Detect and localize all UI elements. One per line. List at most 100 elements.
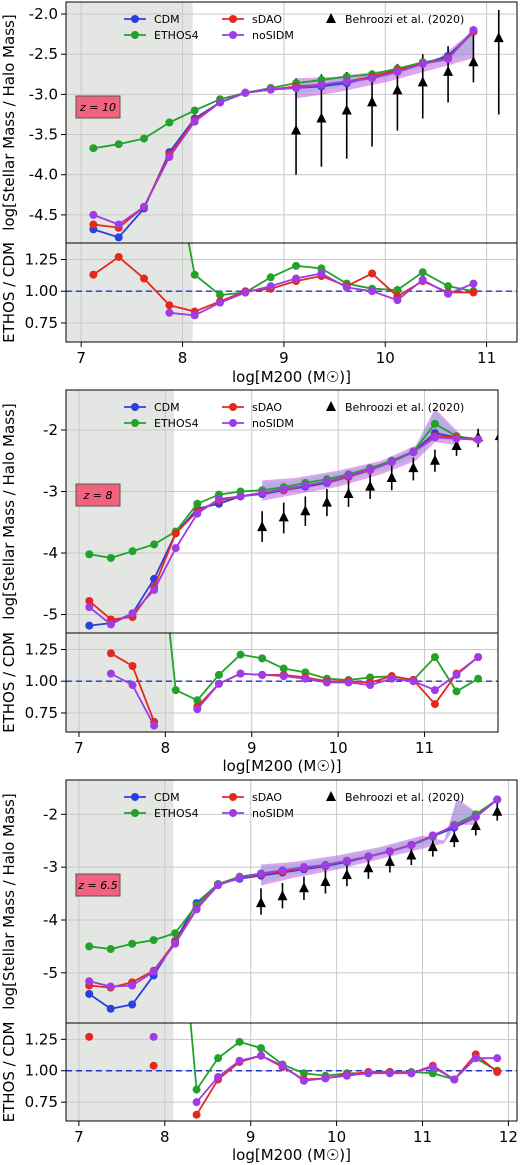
series-point-noSIDM — [474, 435, 483, 444]
model-band — [261, 798, 476, 886]
series-point-ETHOS4 — [430, 419, 439, 428]
series-point-noSIDM — [214, 881, 223, 890]
series-point-ETHOS4 — [193, 499, 202, 508]
behroozi-marker — [427, 841, 438, 852]
x-axis-label: log[M200 (M☉)] — [232, 1146, 351, 1164]
y-tick-label: -4.5 — [29, 206, 58, 224]
series-point-noSIDM — [452, 434, 461, 443]
legend-marker-noSIDM — [229, 419, 237, 427]
series-point-noSIDM — [450, 821, 459, 830]
y-tick-label: -5 — [43, 964, 58, 982]
series-point-noSIDM — [299, 863, 308, 872]
behroozi-marker — [363, 862, 374, 873]
series-point-noSIDM — [241, 88, 250, 97]
series-point-noSIDM — [89, 210, 98, 219]
ratio-y-tick-label: 0.75 — [25, 1093, 58, 1111]
legend-label-behroozi: Behroozi et al. (2020) — [345, 791, 464, 804]
behroozi-marker — [367, 96, 378, 107]
ratio-line-entry — [168, 633, 177, 691]
x-axis-label: log[M200 (M☉)] — [222, 757, 341, 775]
behroozi-marker — [468, 56, 479, 67]
series-point-noSIDM — [193, 509, 202, 518]
y-tick-label: -2.0 — [29, 5, 58, 23]
legend: CDM ETHOS4 sDAO noSIDM Behroozi et al. (2020… — [124, 791, 464, 820]
series-point-noSIDM — [128, 609, 137, 618]
x-tick-label: 9 — [279, 349, 289, 367]
y-tick-label: -2 — [43, 805, 58, 823]
x-tick-label: 10 — [329, 739, 348, 757]
ratio-line-noSIDM — [195, 1054, 498, 1103]
behroozi-marker — [493, 32, 504, 43]
series-point-noSIDM — [278, 866, 287, 875]
y-axis-label: log[Stellar Mass / Halo Mass] — [0, 403, 18, 619]
legend-marker-noSIDM — [229, 809, 237, 817]
series-point-CDM — [106, 1004, 115, 1013]
series-point-noSIDM — [128, 981, 137, 990]
behroozi-marker — [494, 433, 498, 441]
model-band — [262, 408, 460, 501]
legend-marker-CDM — [131, 15, 139, 23]
series-point-noSIDM — [342, 77, 351, 86]
x-tick-label: 7 — [74, 739, 84, 757]
series-point-noSIDM — [430, 433, 439, 442]
series-point-ETHOS4 — [85, 550, 94, 559]
legend-label-behroozi: Behroozi et al. (2020) — [345, 401, 464, 414]
behroozi-marker — [492, 805, 503, 816]
x-tick-label: 10 — [327, 1128, 346, 1146]
redshift-label: z = 6.5 — [77, 879, 117, 892]
ratio-plot-area — [66, 633, 498, 732]
y-tick-label: -5 — [43, 606, 58, 624]
series-point-noSIDM — [171, 939, 180, 948]
series-point-ETHOS4 — [85, 942, 94, 951]
panel-2: 7 8 9 10 11 12 -5 -4 -3 -2 0.75 1.00 1.25 log[Stellar… — [0, 779, 518, 1164]
legend-label-sDAO: sDAO — [252, 791, 282, 804]
legend-label-CDM: CDM — [154, 401, 180, 414]
ratio-y-tick-label: 1.00 — [25, 672, 58, 690]
ratio-line-noSIDM — [196, 656, 479, 710]
series-point-ETHOS4 — [140, 134, 149, 143]
ratio-line-noSIDM — [110, 672, 155, 727]
series-point-ETHOS4 — [106, 553, 115, 562]
series-point-noSIDM — [317, 80, 326, 89]
shaded-region — [66, 780, 174, 1023]
behroozi-marker — [392, 84, 403, 95]
legend-marker-noSIDM — [229, 31, 237, 39]
legend-label-CDM: CDM — [154, 791, 180, 804]
x-tick-label: 7 — [76, 349, 86, 367]
ratio-y-tick-label: 0.75 — [25, 314, 58, 332]
x-tick-label: 9 — [247, 739, 257, 757]
series-point-ETHOS4 — [89, 144, 98, 153]
x-axis-label: log[M200 (M☉)] — [232, 368, 351, 386]
series-point-noSIDM — [150, 585, 159, 594]
ratio-line-sDAO — [92, 255, 474, 313]
y-tick-label: -3.5 — [29, 126, 58, 144]
behroozi-marker — [320, 875, 331, 886]
ratio-point-sDAO — [85, 1032, 94, 1041]
ratio-y-tick-label: 1.25 — [25, 251, 58, 269]
x-tick-label: 11 — [413, 1128, 432, 1146]
series-point-noSIDM — [321, 861, 330, 870]
y-tick-label: -4.0 — [29, 166, 58, 184]
behroozi-marker — [386, 471, 397, 482]
behroozi-marker — [316, 112, 327, 123]
behroozi-marker — [278, 511, 289, 522]
series-point-noSIDM — [471, 812, 480, 821]
series-point-ETHOS4 — [106, 945, 115, 954]
legend-label-CDM: CDM — [154, 13, 180, 26]
behroozi-marker — [365, 480, 376, 491]
behroozi-marker — [384, 855, 395, 866]
behroozi-marker — [298, 882, 309, 893]
y-tick-label: -4 — [43, 911, 58, 929]
panel-1: 7 8 9 10 11 -5 -4 -3 -2 0.75 1.00 1.25 log[Stellar M… — [0, 389, 499, 775]
series-point-noSIDM — [85, 977, 94, 986]
behroozi-marker — [321, 496, 332, 507]
behroozi-marker — [343, 487, 354, 498]
y-tick-label: -3 — [43, 483, 58, 501]
legend-marker-sDAO — [229, 793, 237, 801]
behroozi-marker — [341, 869, 352, 880]
behroozi-marker — [406, 849, 417, 860]
series-point-ETHOS4 — [114, 140, 123, 149]
series-point-noSIDM — [216, 98, 225, 107]
ratio-y-tick-label: 1.25 — [25, 641, 58, 659]
legend-label-ETHOS4: ETHOS4 — [154, 29, 199, 42]
